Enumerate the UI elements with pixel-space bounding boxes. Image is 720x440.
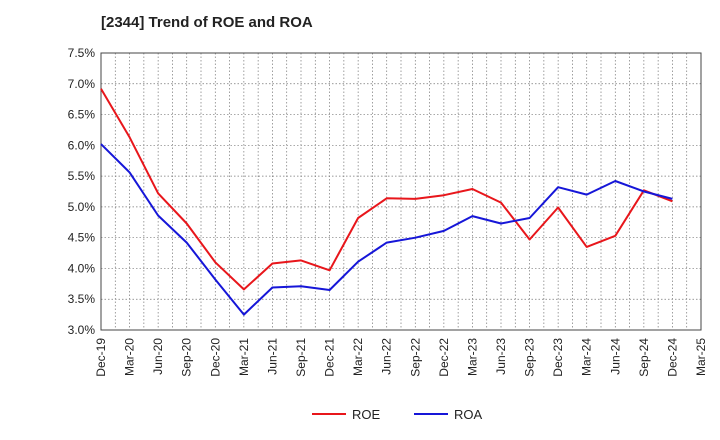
y-tick-label: 7.5% xyxy=(68,46,96,60)
x-tick-label: Mar-20 xyxy=(123,338,137,376)
y-tick-label: 5.5% xyxy=(68,169,96,183)
y-tick-label: 6.0% xyxy=(68,138,96,152)
x-tick-label: Sep-23 xyxy=(523,338,537,377)
x-tick-label: Dec-24 xyxy=(665,338,679,377)
x-tick-label: Mar-23 xyxy=(465,338,479,376)
x-tick-label: Mar-21 xyxy=(237,338,251,376)
x-tick-label: Dec-19 xyxy=(94,338,108,377)
legend-label-roa: ROA xyxy=(454,407,483,422)
x-tick-label: Sep-20 xyxy=(180,338,194,377)
x-tick-label: Mar-25 xyxy=(694,338,708,376)
y-tick-labels: 3.0% 3.5% 4.0% 4.5% 5.0% 5.5% 6.0% 6.5% 7.0% 7.5% xyxy=(68,46,96,337)
y-tick-label: 6.5% xyxy=(68,108,96,122)
x-tick-label: Jun-20 xyxy=(151,338,165,375)
plot-frame xyxy=(100,52,702,331)
y-tick-label: 4.5% xyxy=(68,231,96,245)
x-tick-label: Mar-22 xyxy=(351,338,365,376)
x-tick-label: Jun-23 xyxy=(494,338,508,375)
chart-title: [2344] Trend of ROE and ROA xyxy=(101,14,313,31)
x-tick-label: Dec-23 xyxy=(551,338,565,377)
x-tick-label: Jun-21 xyxy=(265,338,279,375)
y-tick-label: 5.0% xyxy=(68,200,96,214)
legend-label-roe: ROE xyxy=(352,407,381,422)
grid-lines xyxy=(100,52,702,331)
x-tick-label: Dec-21 xyxy=(323,338,337,377)
y-tick-label: 3.5% xyxy=(68,292,96,306)
x-tick-label: Dec-22 xyxy=(437,338,451,377)
x-tick-label: Sep-21 xyxy=(294,338,308,377)
y-tick-label: 7.0% xyxy=(68,77,96,91)
series-line-roe xyxy=(100,88,673,291)
x-tick-label: Mar-24 xyxy=(580,338,594,376)
series-lines xyxy=(100,88,673,316)
legend: ROE ROA xyxy=(312,407,483,422)
y-tick-label: 3.0% xyxy=(68,323,96,337)
x-tick-label: Jun-22 xyxy=(380,338,394,375)
y-tick-label: 4.0% xyxy=(68,261,96,275)
x-tick-label: Dec-20 xyxy=(208,338,222,377)
series-line-roa xyxy=(100,143,673,316)
x-tick-label: Sep-24 xyxy=(637,338,651,377)
x-tick-labels: Dec-19 Mar-20 Jun-20 Sep-20 Dec-20 Mar-21 Jun-… xyxy=(94,338,708,377)
x-tick-label: Sep-22 xyxy=(408,338,422,377)
x-tick-label: Jun-24 xyxy=(608,338,622,375)
